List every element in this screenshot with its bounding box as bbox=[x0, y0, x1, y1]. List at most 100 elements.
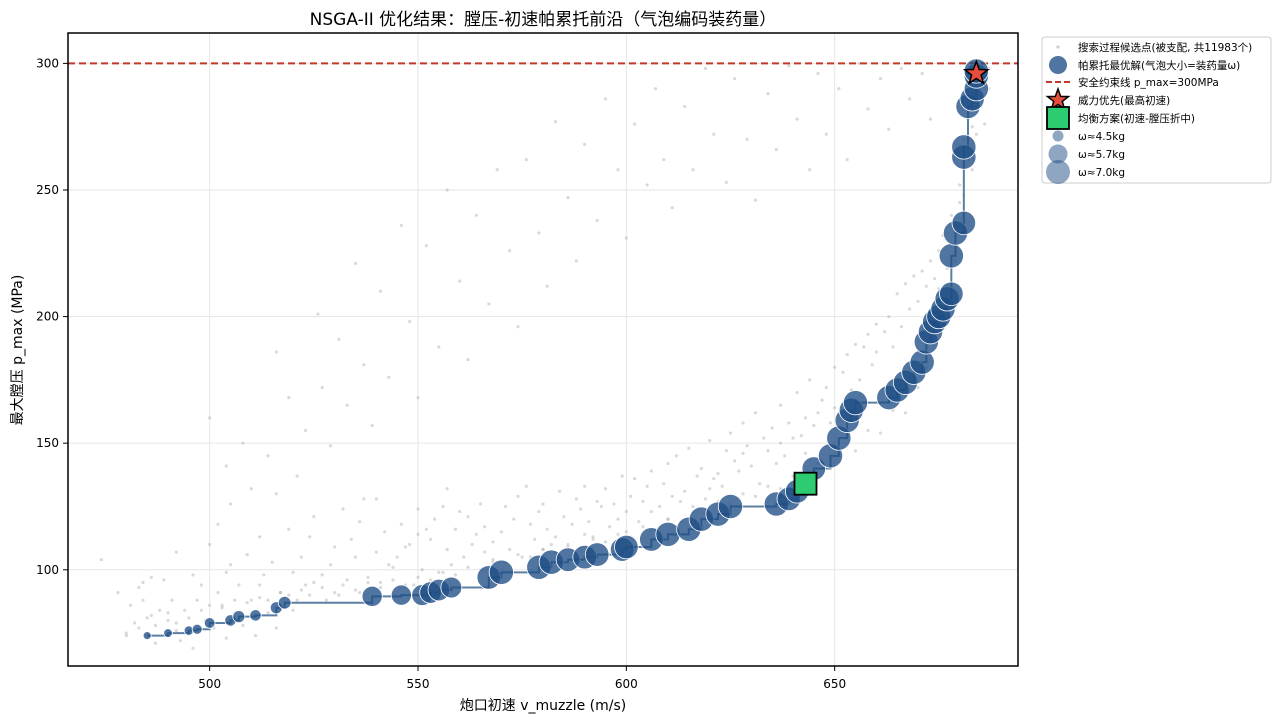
dominated-point bbox=[691, 504, 695, 509]
dominated-point bbox=[778, 441, 783, 445]
dominated-point bbox=[166, 611, 170, 615]
dominated-point bbox=[299, 588, 303, 592]
dominated-point bbox=[258, 596, 262, 600]
dominated-point bbox=[683, 104, 687, 109]
legend-star-label: 威力优先(最高初速) bbox=[1078, 94, 1170, 107]
dominated-point bbox=[362, 497, 366, 501]
pareto-point bbox=[614, 534, 639, 560]
dominated-point bbox=[887, 314, 891, 319]
dominated-point bbox=[553, 120, 558, 124]
dominated-point bbox=[341, 507, 345, 511]
dominated-point bbox=[399, 522, 403, 526]
legend-box bbox=[1041, 36, 1272, 184]
dominated-point bbox=[583, 142, 587, 147]
dominated-point bbox=[591, 535, 595, 539]
dominated-point bbox=[783, 454, 787, 458]
dominated-point bbox=[683, 489, 687, 493]
dominated-point bbox=[378, 580, 383, 585]
dominated-point bbox=[520, 555, 524, 559]
dominated-point bbox=[187, 616, 191, 620]
dominated-point bbox=[333, 590, 337, 595]
legend-dominated-marker bbox=[1056, 45, 1060, 49]
dominated-point bbox=[883, 330, 887, 334]
pareto-point bbox=[390, 584, 412, 606]
dominated-point bbox=[624, 530, 628, 534]
dominated-point bbox=[416, 507, 420, 511]
dominated-point bbox=[583, 532, 587, 536]
dominated-point bbox=[766, 92, 770, 96]
dominated-point bbox=[295, 598, 299, 602]
dominated-point bbox=[399, 223, 403, 228]
dominated-point bbox=[824, 385, 828, 390]
legend-size-marker bbox=[1052, 130, 1064, 142]
pareto-point bbox=[842, 390, 869, 416]
dominated-point bbox=[703, 66, 708, 71]
dominated-point bbox=[778, 403, 783, 407]
dominated-point bbox=[712, 477, 716, 481]
dominated-point bbox=[358, 520, 362, 524]
highlight-square-marker bbox=[793, 471, 818, 496]
dominated-point bbox=[266, 598, 270, 602]
dominated-point bbox=[466, 358, 470, 362]
dominated-point bbox=[920, 269, 924, 273]
dominated-point bbox=[366, 580, 370, 585]
y-axis-label: 最大膛压 p_max (MPa) bbox=[10, 275, 26, 426]
pareto-point bbox=[951, 134, 977, 160]
dominated-point bbox=[708, 439, 712, 443]
dominated-point bbox=[478, 502, 483, 506]
dominated-point bbox=[774, 461, 778, 466]
dominated-point bbox=[799, 433, 803, 438]
dominated-point bbox=[983, 122, 987, 126]
dominated-point bbox=[816, 71, 820, 76]
dominated-point bbox=[153, 623, 158, 628]
dominated-point bbox=[633, 477, 637, 481]
dominated-point bbox=[528, 522, 533, 526]
legend-dominated-label: 搜索过程候选点(被支配, 共11983个) bbox=[1078, 41, 1252, 54]
dominated-point bbox=[437, 570, 441, 574]
dominated-point bbox=[824, 132, 828, 136]
dominated-point bbox=[183, 608, 187, 612]
dominated-point bbox=[816, 411, 820, 415]
dominated-point bbox=[449, 563, 453, 567]
pareto-point bbox=[717, 493, 744, 520]
dominated-point bbox=[266, 454, 270, 458]
dominated-point bbox=[666, 517, 670, 521]
dominated-point bbox=[503, 504, 508, 509]
pareto-point bbox=[191, 623, 203, 635]
dominated-point bbox=[303, 428, 308, 433]
dominated-point bbox=[616, 517, 620, 521]
dominated-point bbox=[441, 504, 445, 509]
dominated-point bbox=[228, 502, 233, 506]
legend: 搜索过程候选点(被支配, 共11983个) 帕累托最优解(气泡大小=装药量ω) 安全… bbox=[1041, 36, 1272, 184]
dominated-point bbox=[624, 236, 628, 240]
dominated-point bbox=[820, 398, 824, 402]
dominated-point bbox=[328, 444, 333, 448]
dominated-point bbox=[666, 517, 670, 521]
dominated-point bbox=[878, 76, 883, 81]
dominated-point bbox=[516, 552, 520, 557]
dominated-point bbox=[853, 449, 858, 453]
dominated-point bbox=[349, 537, 353, 542]
legend-square-label: 均衡方案(初速-膛压折中) bbox=[1078, 112, 1195, 125]
dominated-point bbox=[699, 466, 703, 471]
dominated-point bbox=[353, 261, 358, 266]
dominated-point bbox=[587, 520, 591, 524]
dominated-point bbox=[441, 570, 445, 574]
dominated-point bbox=[803, 416, 808, 420]
dominated-point bbox=[378, 585, 383, 590]
dominated-point bbox=[899, 325, 903, 329]
dominated-point bbox=[166, 618, 170, 623]
dominated-point bbox=[320, 385, 324, 390]
dominated-point bbox=[199, 583, 203, 587]
legend-size-marker bbox=[1046, 160, 1070, 184]
dominated-point bbox=[391, 565, 395, 569]
dominated-point bbox=[795, 117, 799, 121]
dominated-point bbox=[812, 423, 816, 428]
dominated-point bbox=[312, 515, 316, 519]
dominated-point bbox=[274, 492, 278, 496]
dominated-point bbox=[124, 631, 128, 635]
pareto-point bbox=[142, 631, 152, 641]
dominated-point bbox=[445, 487, 449, 491]
pareto-point bbox=[232, 610, 246, 624]
